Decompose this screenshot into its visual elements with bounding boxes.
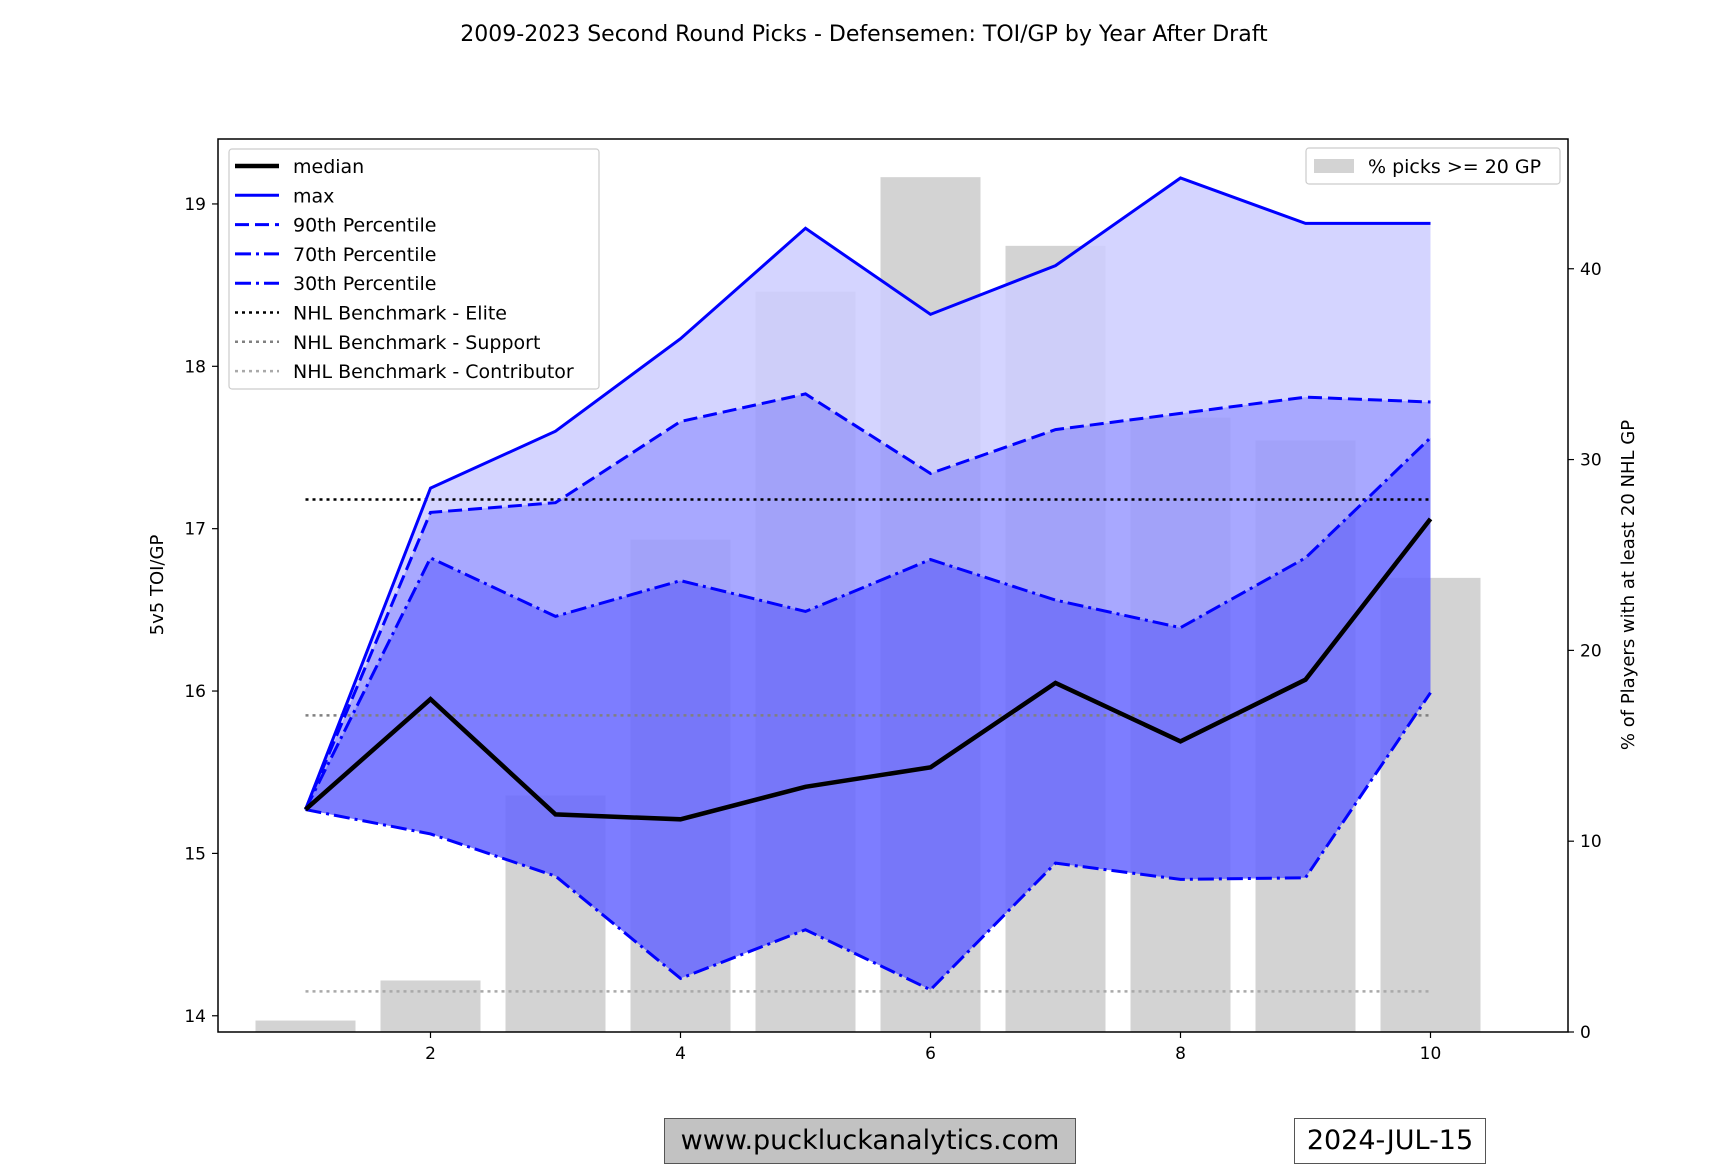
y-tick-label-16: 16 <box>184 682 206 702</box>
y-tick-label-17: 17 <box>184 520 206 540</box>
legend-bar-swatch <box>1314 159 1354 173</box>
y-tick-label-18: 18 <box>184 357 206 377</box>
bar-year-2 <box>380 980 481 1032</box>
legend-label-0: median <box>293 156 364 178</box>
y2-tick-label-20: 20 <box>1580 641 1602 661</box>
band-30th-percentile-to-70th-percentile <box>305 437 1431 990</box>
legend-label-7: NHL Benchmark - Contributor <box>293 361 574 383</box>
legend-label-2: 90th Percentile <box>293 215 436 237</box>
legend-left: median max 90th Percentile 70th Percentile 3… <box>228 148 600 390</box>
y-tick-label-19: 19 <box>184 195 206 215</box>
x-tick-label-10: 10 <box>1420 1044 1442 1064</box>
legend-bar-label: % picks >= 20 GP <box>1368 156 1541 178</box>
legend-label-6: NHL Benchmark - Support <box>293 332 540 354</box>
lines-layer <box>304 176 1433 992</box>
x-tick-label-2: 2 <box>425 1044 436 1064</box>
x-tick-label-6: 6 <box>925 1044 936 1064</box>
chart-title: 2009-2023 Second Round Picks - Defenseme… <box>460 22 1268 47</box>
legend-right: % picks >= 20 GP <box>1305 147 1561 185</box>
series-line-90th-percentile <box>304 392 1431 811</box>
y2-tick-label-40: 40 <box>1580 260 1602 280</box>
band-70th-percentile-to-90th-percentile <box>305 393 1431 810</box>
series-line-70th-percentile <box>304 436 1432 811</box>
y2-tick-label-10: 10 <box>1580 832 1602 852</box>
bar-year-1 <box>255 1020 356 1032</box>
website-watermark: www.puckluckanalytics.com <box>664 1118 1076 1164</box>
y-axis-label: 5v5 TOI/GP <box>147 535 168 636</box>
legend-label-1: max <box>293 185 334 207</box>
y-tick-label-14: 14 <box>184 1007 206 1027</box>
bands-layer <box>305 177 1431 990</box>
legend-label-4: 30th Percentile <box>293 273 436 295</box>
benchmarks-layer <box>305 498 1431 993</box>
legend-label-5: NHL Benchmark - Elite <box>293 303 507 325</box>
y2-axis-label: % of Players with at least 20 NHL GP <box>1618 420 1639 750</box>
series-line-median <box>304 517 1433 822</box>
x-tick-label-4: 4 <box>675 1044 686 1064</box>
plot-frame <box>217 138 1569 1033</box>
ticks-layer: 2 4 6 8 10 14 15 16 17 18 19 0 10 20 30 40 <box>184 195 1601 1064</box>
date-stamp: 2024-JUL-15 <box>1294 1118 1486 1164</box>
y-tick-label-15: 15 <box>184 844 206 864</box>
y2-tick-label-0: 0 <box>1580 1023 1591 1043</box>
series-line-max <box>304 176 1431 811</box>
legend-right-frame <box>1305 147 1561 185</box>
legend-left-frame <box>228 148 600 390</box>
x-tick-label-8: 8 <box>1175 1044 1186 1064</box>
legend-label-3: 70th Percentile <box>293 244 436 266</box>
series-line-30th-percentile <box>305 691 1432 992</box>
band-90th-percentile-to-max <box>305 177 1431 810</box>
y2-tick-label-30: 30 <box>1580 451 1602 471</box>
